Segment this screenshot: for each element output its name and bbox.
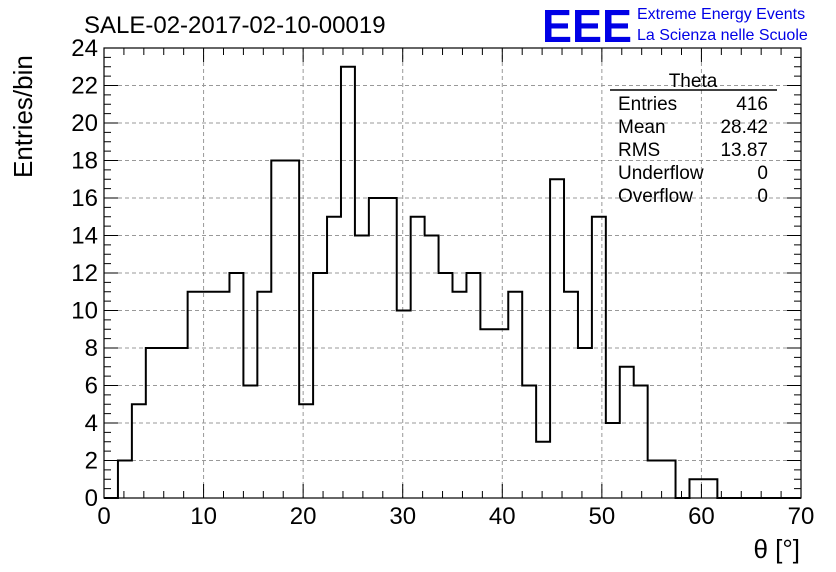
x-axis-label: θ [°] xyxy=(753,534,800,564)
histogram-bin xyxy=(550,179,564,498)
y-tick-label: 4 xyxy=(85,410,98,437)
stats-overflow-value: 0 xyxy=(757,186,768,207)
histogram-bin xyxy=(271,161,285,499)
x-tick-label: 70 xyxy=(788,503,815,530)
histogram-bin xyxy=(494,329,508,498)
stats-entries-label: Entries xyxy=(618,94,677,115)
x-tick-label: 30 xyxy=(389,503,416,530)
x-tick-label: 60 xyxy=(688,503,715,530)
histogram-bin xyxy=(257,292,271,498)
y-tick-label: 18 xyxy=(71,148,98,175)
histogram-bin xyxy=(397,311,411,499)
plot-frame xyxy=(103,47,802,499)
y-tick-label: 2 xyxy=(85,448,98,475)
histogram-bars xyxy=(104,65,801,499)
histogram-bin xyxy=(634,386,648,499)
histogram-outline xyxy=(104,65,801,499)
y-tick-label: 10 xyxy=(71,298,98,325)
stats-box: Theta Entries 416 Mean 28.42 RMS 13.87 U… xyxy=(610,71,777,207)
stats-mean-value: 28.42 xyxy=(720,117,768,138)
histogram-bin xyxy=(508,292,522,498)
histogram-bin xyxy=(592,217,606,498)
histogram-bin xyxy=(216,292,230,498)
histogram-bin xyxy=(522,386,536,499)
histogram-bin xyxy=(118,461,132,499)
stats-mean-label: Mean xyxy=(618,117,666,138)
histogram-bin xyxy=(703,479,717,498)
x-tick-label: 0 xyxy=(97,503,110,530)
y-tick-label: 8 xyxy=(85,335,98,362)
x-tick-label: 40 xyxy=(489,503,516,530)
x-tick-label: 10 xyxy=(190,503,217,530)
histogram-bin xyxy=(620,367,634,498)
x-tick-label: 50 xyxy=(589,503,616,530)
y-tick-label: 12 xyxy=(71,260,98,287)
stats-underflow-value: 0 xyxy=(757,163,768,184)
y-tick-label: 16 xyxy=(71,185,98,212)
stats-overflow-label: Overflow xyxy=(618,186,693,207)
stats-rms-value: 13.87 xyxy=(720,140,768,161)
y-tick-label: 22 xyxy=(71,73,98,100)
histogram-bin xyxy=(564,292,578,498)
histogram-bin xyxy=(188,292,202,498)
stats-underflow-label: Underflow xyxy=(618,163,704,184)
histogram-bin xyxy=(341,67,355,498)
histogram-bin xyxy=(648,461,662,499)
histogram-bin xyxy=(299,404,313,498)
histogram-bin xyxy=(243,386,257,499)
y-tick-label: 24 xyxy=(71,35,98,62)
logo-line-2: La Scienza nelle Scuole xyxy=(637,27,808,44)
logo-line-1: Extreme Energy Events xyxy=(637,6,805,23)
histogram-bin xyxy=(453,292,467,498)
y-tick-label: 6 xyxy=(85,373,98,400)
stats-entries-value: 416 xyxy=(736,94,768,115)
y-axis-label: Entries/bin xyxy=(8,55,38,178)
histogram-bin xyxy=(355,236,369,499)
histogram-bin xyxy=(536,442,550,498)
stats-rms-label: RMS xyxy=(618,140,660,161)
logo: EEE Extreme Energy Events La Scienza nel… xyxy=(542,0,808,52)
grid xyxy=(104,48,801,498)
stats-box-name: Theta xyxy=(669,71,718,92)
histogram-bin xyxy=(411,217,425,498)
y-tick-label: 20 xyxy=(71,110,98,137)
histogram-bin xyxy=(285,161,299,499)
y-tick-label: 14 xyxy=(71,223,98,250)
histogram-bin xyxy=(662,461,676,499)
chart-title: SALE-02-2017-02-10-00019 xyxy=(84,12,386,39)
x-tick-label: 20 xyxy=(290,503,317,530)
histogram-bin xyxy=(327,217,341,498)
histogram-bin xyxy=(480,329,494,498)
histogram-bin xyxy=(132,404,146,498)
histogram-bin xyxy=(425,236,439,499)
logo-mark: EEE xyxy=(542,0,632,52)
y-tick-label: 0 xyxy=(85,485,98,512)
